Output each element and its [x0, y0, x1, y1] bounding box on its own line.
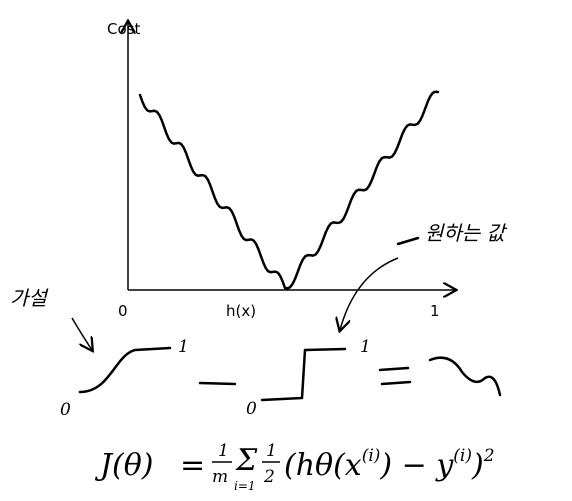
frac-num: 1 [266, 441, 277, 461]
curve-label: 1 [178, 337, 189, 357]
sum-lower: i=1 [234, 479, 256, 493]
step-curve [260, 347, 347, 402]
x-start: 0 [118, 302, 128, 320]
formula-equals: = [180, 448, 205, 483]
target-label: 원하는 값 [425, 221, 508, 245]
y-axis-label: Cost [107, 20, 140, 38]
formula-sup: (i) [453, 446, 472, 466]
target-arrow [340, 257, 399, 330]
dash [396, 236, 420, 246]
sigmoid-curve [78, 346, 172, 394]
x-axis-label: h(x) [226, 302, 256, 320]
minus-sign [198, 381, 237, 386]
formula-sup: 2 [483, 446, 495, 466]
hypothesis-arrow [71, 317, 92, 350]
curve-label: 1 [360, 337, 371, 357]
x-end: 1 [430, 302, 440, 320]
cost-curve [138, 90, 440, 290]
frac-num: 1 [218, 441, 229, 461]
formula-sum: Σ [235, 443, 258, 478]
frac-den: m [212, 467, 228, 487]
formula-part: ) [471, 448, 484, 483]
equals-sign [380, 380, 412, 386]
curve-label: 0 [60, 400, 71, 420]
formula-body: (hθ(x(i)) − y(i))2 [284, 446, 495, 483]
formula-part: (hθ(x [284, 448, 362, 483]
formula-sup: (i) [362, 446, 381, 466]
wavy-curve [428, 356, 502, 397]
curve-label: 0 [246, 399, 257, 419]
equals-sign [378, 366, 410, 372]
frac-den: 2 [263, 467, 275, 487]
formula-lhs: J(θ) [94, 448, 154, 483]
hypothesis-label: 가설 [10, 286, 49, 310]
formula-part: ) − y [379, 448, 454, 483]
